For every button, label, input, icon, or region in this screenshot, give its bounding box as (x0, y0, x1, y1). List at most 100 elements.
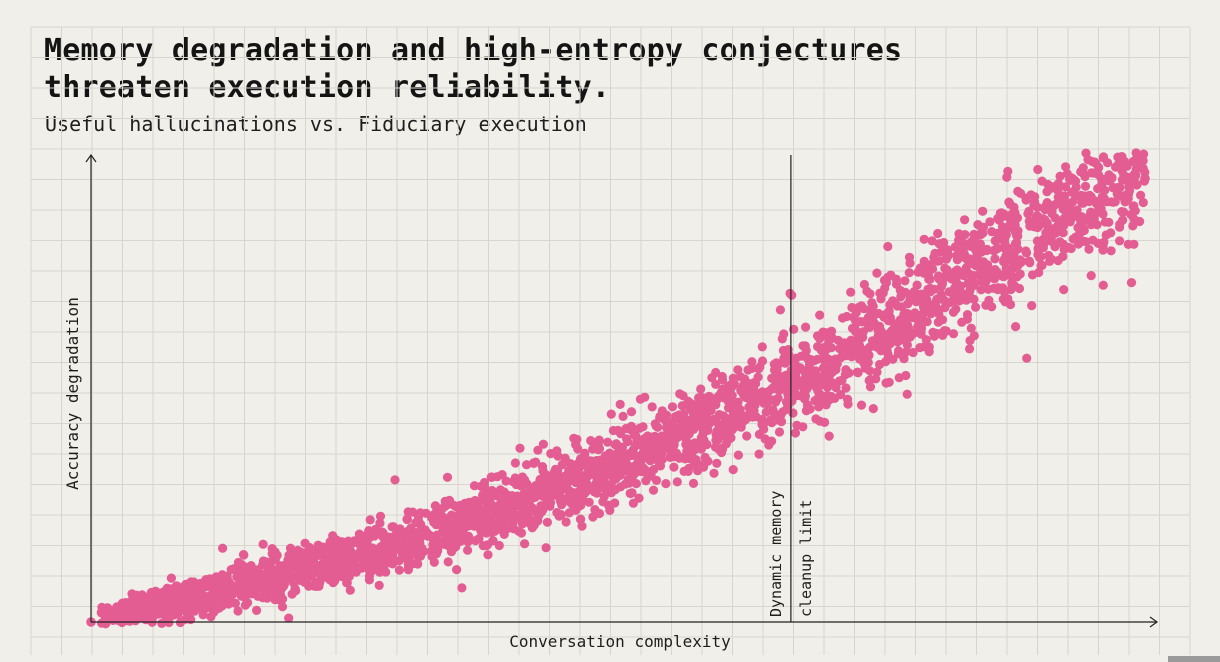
data-point (825, 395, 835, 405)
data-point (613, 425, 623, 436)
data-point (1073, 231, 1083, 241)
data-point (699, 459, 709, 469)
data-point (644, 443, 654, 453)
data-point (593, 437, 603, 447)
data-point (753, 394, 764, 404)
data-point (978, 266, 988, 277)
data-point (244, 565, 254, 576)
data-point (1059, 244, 1069, 255)
data-point (1037, 260, 1047, 270)
data-point (1045, 256, 1055, 266)
data-point (1086, 271, 1096, 281)
data-point (553, 466, 563, 476)
data-point (178, 595, 188, 606)
data-point (711, 379, 721, 389)
data-point (698, 408, 708, 418)
data-point (138, 593, 149, 604)
data-point (683, 466, 693, 476)
data-point (824, 370, 834, 380)
data-point (885, 339, 895, 349)
data-point (463, 545, 473, 555)
data-point (672, 477, 682, 487)
data-point (670, 423, 680, 433)
data-point (846, 287, 856, 297)
data-point (194, 599, 204, 610)
data-point (661, 423, 672, 433)
data-point (369, 531, 380, 541)
data-point (1061, 182, 1071, 192)
data-point (1140, 173, 1150, 184)
data-point (1062, 169, 1072, 179)
data-point (573, 459, 583, 469)
data-point (922, 317, 932, 327)
data-point (411, 518, 421, 528)
data-point (908, 290, 918, 300)
data-point (1115, 222, 1125, 232)
data-point (208, 595, 218, 605)
data-point (767, 418, 777, 428)
data-point (968, 277, 978, 287)
data-point (1013, 186, 1023, 196)
data-point (1009, 202, 1019, 212)
data-point (893, 349, 904, 359)
data-point (1132, 180, 1142, 190)
data-point (684, 427, 694, 437)
chart-subtitle: Useful hallucinations vs. Fiduciary exec… (45, 112, 587, 136)
data-point (690, 438, 700, 448)
data-point (741, 392, 751, 402)
data-point (801, 406, 812, 416)
data-point (243, 584, 253, 594)
data-point (647, 402, 657, 412)
data-point (655, 411, 665, 422)
data-point (656, 440, 666, 450)
data-point (1047, 208, 1057, 219)
corner-tab (1168, 656, 1220, 662)
data-point (615, 482, 626, 492)
data-point (570, 468, 581, 478)
data-point (953, 254, 963, 264)
data-point (856, 400, 867, 410)
data-point (406, 548, 416, 558)
data-point (520, 539, 530, 549)
data-point (623, 463, 633, 473)
data-point (97, 618, 107, 628)
data-point (344, 546, 354, 556)
data-point (218, 543, 228, 553)
data-point (623, 437, 633, 447)
data-point (814, 391, 824, 401)
data-point (438, 511, 448, 522)
data-point (1131, 170, 1141, 180)
data-point (474, 497, 484, 507)
data-point (614, 464, 624, 474)
data-point (1138, 197, 1148, 208)
data-point (233, 557, 243, 568)
data-point (1080, 172, 1090, 182)
data-point (236, 566, 246, 576)
data-point (375, 567, 385, 577)
data-point (774, 427, 785, 437)
data-point (936, 282, 946, 292)
data-point (277, 602, 288, 612)
data-point (998, 283, 1008, 293)
data-point (340, 569, 351, 579)
data-point (365, 515, 375, 525)
data-point (717, 447, 727, 458)
data-point (855, 317, 866, 327)
data-point (948, 329, 959, 339)
data-point (402, 514, 413, 525)
data-point (964, 269, 974, 279)
data-point (822, 355, 832, 365)
data-point (544, 474, 554, 484)
data-point (597, 463, 607, 473)
data-point (988, 267, 998, 277)
data-point (96, 607, 107, 618)
data-point (900, 287, 910, 297)
data-point (608, 454, 618, 465)
data-point (1024, 256, 1034, 266)
data-point (1050, 181, 1060, 192)
data-point (1032, 202, 1043, 212)
data-point (788, 408, 798, 418)
data-point (639, 463, 649, 473)
data-point (419, 546, 429, 557)
